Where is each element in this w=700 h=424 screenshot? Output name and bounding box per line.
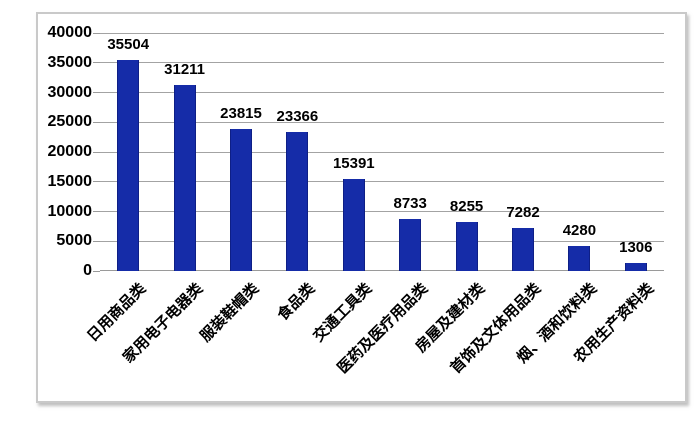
bar bbox=[455, 222, 478, 271]
gridline bbox=[100, 62, 664, 64]
y-tick-label: 25000 bbox=[47, 113, 93, 131]
bar-value-label: 8255 bbox=[449, 198, 484, 215]
bar bbox=[286, 132, 309, 271]
y-tick-label: 40000 bbox=[47, 24, 93, 41]
y-tick-label: 0 bbox=[83, 262, 92, 279]
y-axis-tick bbox=[93, 181, 100, 183]
bar-value-label: 4280 bbox=[562, 222, 597, 239]
gridline bbox=[100, 240, 664, 242]
bar bbox=[342, 179, 365, 271]
x-axis-line bbox=[100, 270, 664, 271]
bar bbox=[624, 263, 647, 271]
bar-value-label: 31211 bbox=[164, 61, 206, 78]
bar-value-label: 23815 bbox=[220, 105, 262, 122]
bar bbox=[399, 219, 422, 271]
bar-value-label: 15391 bbox=[332, 155, 375, 172]
bar bbox=[117, 60, 140, 271]
bar-value-label: 8733 bbox=[393, 195, 427, 212]
bar bbox=[568, 246, 591, 271]
gridline bbox=[100, 92, 664, 93]
bar-value-label: 35504 bbox=[107, 36, 150, 53]
gridline bbox=[100, 211, 664, 212]
y-axis-tick bbox=[93, 240, 100, 242]
y-axis-tick bbox=[93, 211, 100, 212]
bar bbox=[230, 129, 252, 271]
y-tick-label: 15000 bbox=[47, 172, 93, 190]
y-tick-label: 10000 bbox=[47, 202, 93, 220]
bar-value-label: 23366 bbox=[276, 108, 319, 125]
y-tick-label: 35000 bbox=[47, 53, 93, 71]
x-category-label: 服装鞋帽类 bbox=[197, 280, 263, 346]
y-axis-tick bbox=[93, 151, 100, 153]
y-axis-tick bbox=[93, 270, 100, 272]
plot-area: 35504 31211 23815 23366 15391 8733 8255 7282 428… bbox=[100, 32, 664, 271]
y-tick-label: 20000 bbox=[47, 143, 93, 160]
bar bbox=[512, 228, 534, 271]
bar bbox=[173, 85, 196, 271]
y-axis-tick bbox=[93, 32, 100, 34]
bar-value-label: 1306 bbox=[619, 239, 653, 256]
bar-value-label: 7282 bbox=[506, 204, 540, 221]
x-category-label: 食品类 bbox=[274, 280, 319, 324]
chart-frame: 35504 31211 23815 23366 15391 8733 8255 7282 428… bbox=[36, 12, 687, 403]
gridline bbox=[100, 121, 664, 123]
gridline bbox=[100, 151, 664, 153]
y-axis-tick bbox=[93, 121, 100, 123]
y-axis-tick bbox=[93, 62, 100, 64]
y-tick-label: 30000 bbox=[47, 83, 93, 101]
gridline bbox=[100, 181, 664, 183]
gridline bbox=[100, 32, 664, 34]
y-axis-tick bbox=[93, 92, 100, 93]
y-tick-label: 5000 bbox=[56, 232, 92, 250]
